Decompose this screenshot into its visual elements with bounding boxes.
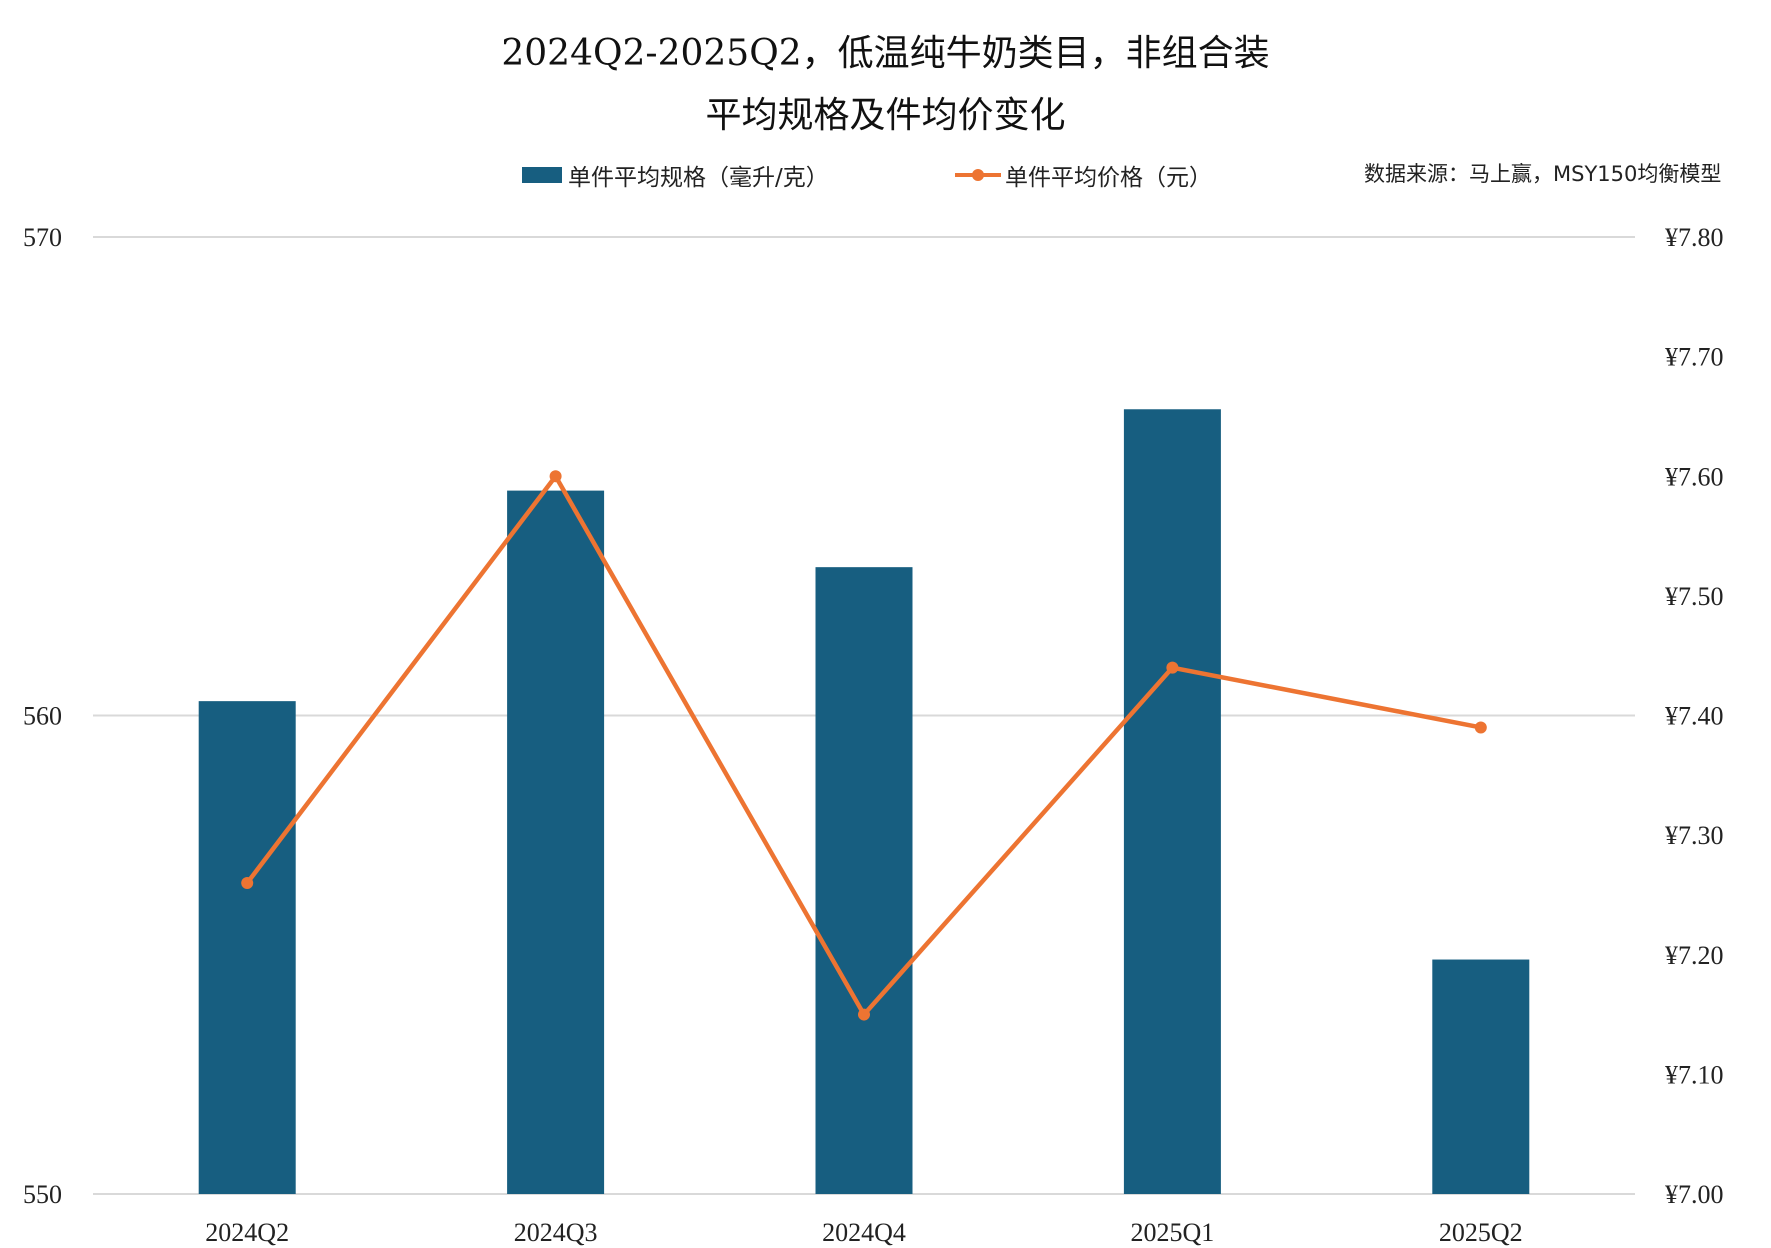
x-tick-label: 2024Q3 (514, 1218, 598, 1247)
left-tick-label: 570 (23, 223, 62, 252)
bar[interactable] (507, 490, 605, 1195)
bar[interactable] (815, 567, 913, 1194)
legend-item-bar[interactable]: 单件平均规格（毫升/克） (522, 158, 829, 192)
right-tick-label: ¥7.80 (1665, 223, 1724, 252)
chart-title-line2: 平均规格及件均价变化 (705, 95, 1066, 136)
x-tick-label: 2025Q2 (1439, 1218, 1523, 1247)
line-series (241, 470, 1487, 1021)
line-marker-swatch-icon (955, 167, 1001, 183)
data-source-note: 数据来源：马上赢，MSY150均衡模型 (1364, 162, 1722, 186)
right-tick-label: ¥7.10 (1665, 1060, 1724, 1089)
right-tick-label: ¥7.60 (1665, 462, 1724, 491)
line-marker[interactable] (1474, 721, 1487, 734)
legend: 单件平均规格（毫升/克） 单件平均价格（元） (0, 158, 1771, 194)
bar-swatch-icon (522, 167, 562, 183)
bar[interactable] (1123, 409, 1221, 1194)
x-tick-label: 2024Q4 (822, 1218, 906, 1247)
right-tick-label: ¥7.50 (1665, 582, 1724, 611)
chart-title-line1: 2024Q2-2025Q2，低温纯牛奶类目，非组合装 (501, 33, 1270, 74)
right-tick-label: ¥7.20 (1665, 941, 1724, 970)
legend-item-line[interactable]: 单件平均价格（元） (955, 158, 1212, 192)
left-axis-ticks: 550 560 570 (23, 223, 62, 1209)
x-tick-label: 2025Q1 (1131, 1218, 1215, 1247)
line-marker[interactable] (1166, 661, 1179, 674)
right-tick-label: ¥7.40 (1665, 702, 1724, 731)
x-axis-ticks: 2024Q2 2024Q3 2024Q4 2025Q1 2025Q2 (205, 1218, 1522, 1247)
legend-line-label: 单件平均价格（元） (1005, 165, 1212, 191)
right-tick-label: ¥7.30 (1665, 821, 1724, 850)
x-tick-label: 2024Q2 (205, 1218, 289, 1247)
bar[interactable] (1432, 959, 1530, 1194)
line-marker[interactable] (241, 876, 254, 889)
right-axis-ticks: ¥7.00 ¥7.10 ¥7.20 ¥7.30 ¥7.40 ¥7.50 ¥7.60 ¥7.70… (1665, 223, 1724, 1209)
line-marker[interactable] (549, 470, 562, 483)
right-tick-label: ¥7.00 (1665, 1180, 1724, 1209)
bar[interactable] (198, 701, 296, 1194)
bar-series (198, 409, 1530, 1195)
line-marker[interactable] (858, 1008, 870, 1021)
right-tick-label: ¥7.70 (1665, 343, 1724, 372)
left-tick-label: 550 (23, 1180, 62, 1209)
left-tick-label: 560 (23, 702, 62, 731)
legend-bar-label: 单件平均规格（毫升/克） (568, 165, 829, 191)
